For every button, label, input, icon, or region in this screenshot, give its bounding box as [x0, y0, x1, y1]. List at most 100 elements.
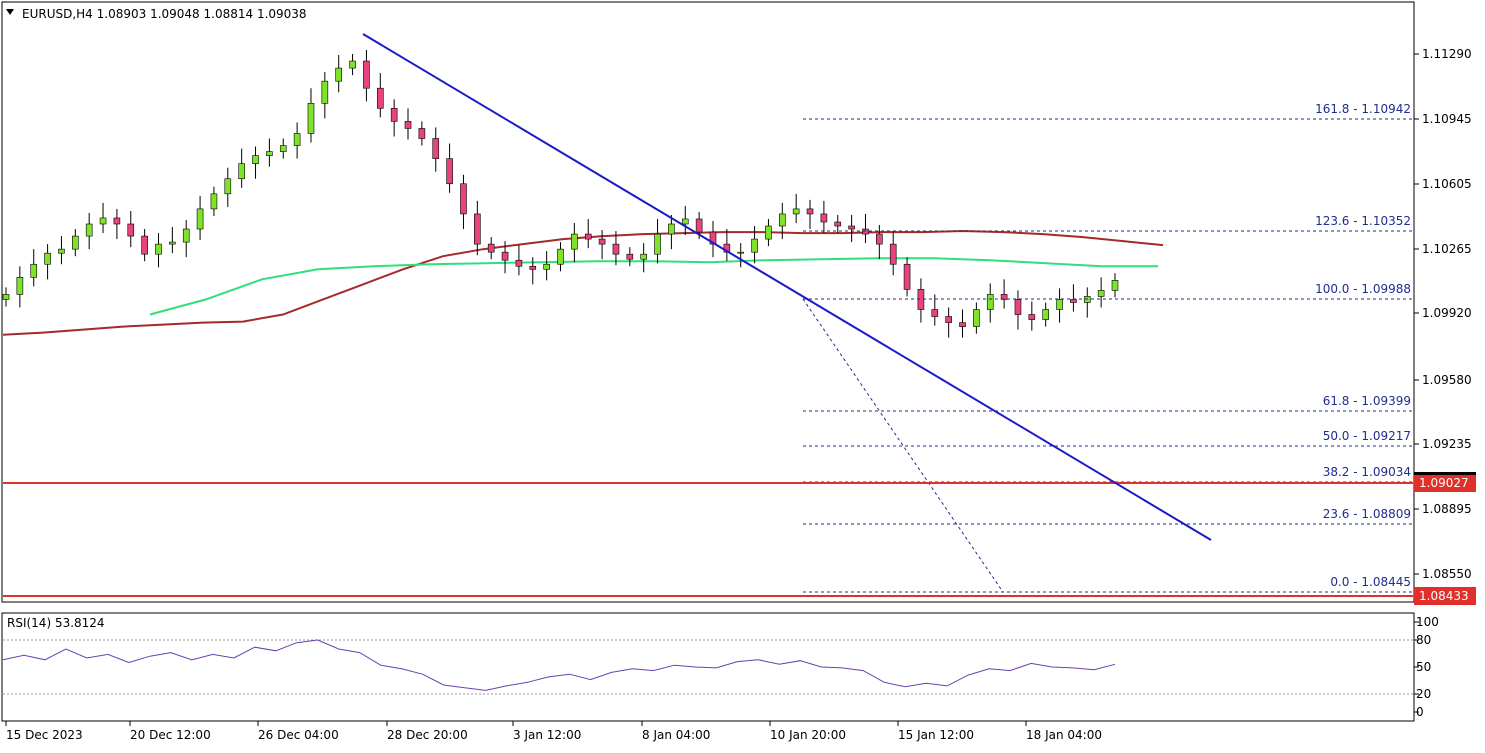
axes-layer: 1.11290 1.10945 1.10605 1.10265 1.09920 1.095… [5, 47, 1472, 742]
bull-candle [196, 208, 204, 230]
bear-candle [1070, 299, 1077, 303]
bear-candle [404, 121, 412, 129]
bear-candle [834, 221, 842, 227]
bull-candle [1042, 309, 1049, 320]
rsi-frame [1, 612, 1415, 722]
bull-candle [765, 225, 772, 240]
bull-candle [321, 80, 329, 104]
price-label-box [1414, 587, 1476, 605]
fib-level-label: 38.2 - 1.09034 [1323, 465, 1411, 479]
descending-trendline [362, 33, 1212, 541]
bear-candle [862, 228, 869, 235]
bear-candle [626, 253, 634, 260]
bear-candle [959, 322, 966, 327]
bear-candle [612, 243, 620, 255]
bear-candle [876, 233, 883, 245]
x-axis-tick-label: 20 Dec 12:00 [130, 728, 211, 742]
bull-candle [1097, 290, 1105, 297]
bull-candle [557, 248, 564, 265]
y-axis-tick-label: 1.10605 [1422, 177, 1472, 191]
fib-level-label: 161.8 - 1.10942 [1315, 102, 1411, 116]
fib-level-label: 61.8 - 1.09399 [1323, 394, 1411, 408]
price-label-text: 1.09027 [1419, 476, 1469, 490]
bull-candle [640, 253, 647, 260]
x-axis-tick-label: 18 Jan 04:00 [1026, 728, 1102, 742]
bear-candle [141, 235, 148, 255]
bear-candle [460, 183, 467, 215]
x-axis-tick-label: 3 Jan 12:00 [513, 728, 581, 742]
rsi-axis-tick-label: 100 [1416, 615, 1439, 629]
bull-candle [792, 208, 800, 215]
bear-candle [889, 243, 897, 265]
bull-candle [169, 241, 176, 245]
bull-candle [16, 277, 24, 295]
bull-candle [778, 213, 786, 227]
main-chart-frame [1, 1, 1415, 603]
price-label-text: 1.08433 [1419, 589, 1469, 603]
symbol-header: EURUSD,H4 1.08903 1.09048 1.08814 1.0903… [22, 7, 307, 21]
trendlines-layer: 1.09027 1.08433 [3, 33, 1476, 605]
bull-candle [155, 243, 162, 255]
fib-level-label: 0.0 - 1.08445 [1330, 575, 1411, 589]
bear-candle [1014, 299, 1022, 315]
bull-candle [737, 251, 745, 254]
bull-candle [681, 218, 689, 225]
bear-candle [695, 218, 703, 233]
bear-candle [1000, 294, 1008, 300]
y-axis-tick-label: 1.09580 [1422, 373, 1472, 387]
bear-candle [598, 238, 606, 245]
bull-candle [543, 263, 550, 270]
bear-candle [1028, 314, 1036, 320]
bull-candle [986, 294, 994, 310]
bull-candle [2, 294, 10, 300]
x-axis-tick-label: 10 Jan 20:00 [770, 728, 846, 742]
bear-candle [113, 217, 121, 225]
x-axis-tick-label: 28 Dec 20:00 [387, 728, 468, 742]
x-axis-tick-label: 15 Jan 12:00 [898, 728, 974, 742]
ma-slow-line [2, 229, 1164, 336]
bull-candle [973, 309, 980, 327]
rsi-header: RSI(14) 53.8124 [7, 616, 105, 630]
bull-candle [224, 178, 232, 195]
bull-candle [30, 263, 38, 278]
bear-candle [127, 223, 135, 237]
x-axis-tick-label: 26 Dec 04:00 [258, 728, 339, 742]
bull-candle [571, 233, 578, 250]
bull-candle [99, 217, 107, 225]
bear-candle [432, 138, 440, 159]
bull-candle [85, 223, 93, 237]
rsi-layer [2, 639, 1413, 695]
bull-candle [72, 235, 79, 250]
fib-level-label: 50.0 - 1.09217 [1323, 429, 1411, 443]
bull-candle [44, 252, 51, 265]
fib-level-label: 123.6 - 1.10352 [1315, 214, 1411, 228]
bull-candle [751, 238, 758, 253]
bear-candle [931, 309, 939, 317]
bull-candle [279, 145, 287, 152]
bear-candle [806, 208, 814, 215]
rsi-axis-tick-label: 80 [1416, 633, 1431, 647]
moving-average-layer [2, 229, 1164, 336]
bull-candle [58, 248, 65, 254]
bull-candle [307, 102, 315, 134]
price-label-box [1414, 474, 1476, 492]
rsi-line [2, 639, 1116, 691]
bear-candle [487, 243, 495, 253]
bear-candle [474, 213, 481, 245]
bull-candle [252, 155, 259, 164]
fibonacci-layer: 161.8 - 1.10942 123.6 - 1.10352 100.0 - 1.… [802, 102, 1413, 593]
ma-fast-line [149, 257, 1158, 316]
dropdown-triangle-icon[interactable] [6, 9, 14, 15]
bear-candle [446, 158, 453, 185]
bull-candle [293, 133, 301, 146]
y-axis-tick-label: 1.10265 [1422, 242, 1472, 256]
bear-candle [515, 259, 523, 267]
fib-level-label: 100.0 - 1.09988 [1315, 282, 1411, 296]
bear-candle [848, 225, 855, 230]
bear-candle [501, 251, 509, 261]
bear-candle [903, 263, 911, 290]
rsi-axis-tick-label: 50 [1416, 660, 1431, 674]
bull-candle [349, 60, 356, 69]
